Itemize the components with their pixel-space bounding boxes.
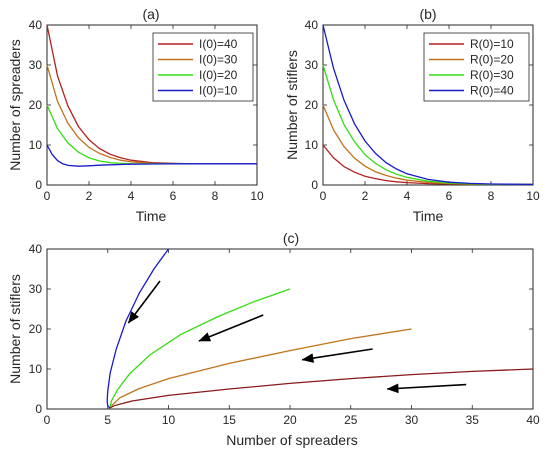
x-tick-label: 10 [526, 189, 540, 203]
y-tick-label: 10 [29, 362, 43, 376]
y-tick-label: 40 [305, 18, 319, 32]
legend-entry: R(0)=10 [470, 37, 514, 51]
x-tick-label: 5 [104, 413, 111, 427]
panel-a-ylabel: Number of spreaders [7, 39, 23, 171]
legend-entry: I(0)=10 [199, 84, 238, 98]
x-tick-label: 4 [128, 189, 135, 203]
y-tick-label: 30 [29, 282, 43, 296]
x-tick-label: 10 [162, 413, 176, 427]
x-tick-label: 10 [250, 189, 264, 203]
x-tick-label: 30 [405, 413, 419, 427]
series-line-2 [109, 288, 291, 408]
panel-b: (b) 0 2 4 6 8 10 0 10 20 30 40 R(0)=10 R(0)=20R(0)=3… [284, 6, 540, 224]
y-tick-label: 0 [35, 402, 42, 416]
panel-c-xlabel: Number of spreaders [226, 432, 358, 448]
direction-arrow [127, 280, 161, 324]
x-tick-label: 15 [223, 413, 237, 427]
direction-arrow [198, 314, 264, 342]
x-tick-label: 2 [86, 189, 93, 203]
x-tick-label: 35 [466, 413, 480, 427]
y-tick-label: 40 [29, 242, 43, 256]
series-line-1 [106, 248, 170, 409]
x-tick-label: 0 [320, 189, 327, 203]
x-tick-label: 2 [362, 189, 369, 203]
panel-c-title: (c) [283, 230, 299, 246]
panel-a: (a) 0 2 4 6 8 10 0 10 20 30 40 I(0)=40 I(0)=30I(0)=2… [7, 6, 264, 224]
direction-arrow [386, 383, 467, 394]
legend-entry: R(0)=30 [470, 68, 514, 82]
panel-c: (c) 0 5 10 15 20 25 30 35 40 0 10 20 30 40 Number of … [7, 230, 540, 448]
x-tick-label: 6 [170, 189, 177, 203]
legend: R(0)=10 R(0)=20R(0)=30 R(0)=40 [423, 32, 530, 102]
x-tick-label: 20 [283, 413, 297, 427]
x-tick-label: 6 [446, 189, 453, 203]
x-tick-label: 25 [344, 413, 358, 427]
panel-c-ylabel: Number of stiflers [7, 274, 23, 384]
y-tick-label: 10 [29, 138, 43, 152]
panel-b-plot: 0 2 4 6 8 10010203040R(0)=10R(0)=20R(0)=30R(0… [305, 18, 540, 203]
y-tick-label: 0 [311, 178, 318, 192]
y-tick-label: 30 [29, 58, 43, 72]
y-tick-label: 40 [29, 18, 43, 32]
x-tick-label: 0 [44, 413, 51, 427]
y-tick-label: 0 [35, 178, 42, 192]
panel-a-title: (a) [142, 6, 159, 22]
x-tick-label: 8 [488, 189, 495, 203]
legend-entry: R(0)=20 [470, 53, 514, 67]
series-line-4 [46, 144, 257, 167]
x-tick-label: 0 [44, 189, 51, 203]
panel-b-xlabel: Time [413, 208, 444, 224]
legend-entry: I(0)=20 [199, 68, 238, 82]
y-tick-label: 20 [29, 322, 43, 336]
series-line-3 [46, 104, 257, 165]
panel-b-title: (b) [419, 6, 436, 22]
legend: I(0)=40 I(0)=30I(0)=20 I(0)=10 [152, 32, 254, 102]
legend-entry: I(0)=40 [199, 37, 238, 51]
panel-a-plot: 0 2 4 6 8 10010203040I(0)=40I(0)=30I(0)=20I(0… [29, 18, 264, 203]
panel-b-ylabel: Number of stiflers [284, 50, 300, 160]
y-tick-label: 30 [305, 58, 319, 72]
y-tick-label: 20 [305, 98, 319, 112]
x-tick-label: 8 [212, 189, 219, 203]
x-tick-label: 4 [404, 189, 411, 203]
series-line-3 [110, 328, 412, 407]
y-tick-label: 20 [29, 98, 43, 112]
legend-entry: R(0)=40 [470, 84, 514, 98]
y-tick-label: 10 [305, 138, 319, 152]
series-line-1 [322, 144, 533, 186]
legend-entry: I(0)=30 [199, 53, 238, 67]
panel-c-plot: 0 5 10 15 20 25 30 35 40 0 10 20 30 40 [29, 242, 540, 427]
panel-a-xlabel: Time [136, 208, 167, 224]
direction-arrow [301, 348, 373, 363]
series-line-4 [322, 24, 534, 186]
series-line-4 [109, 368, 534, 409]
x-tick-label: 40 [526, 413, 540, 427]
